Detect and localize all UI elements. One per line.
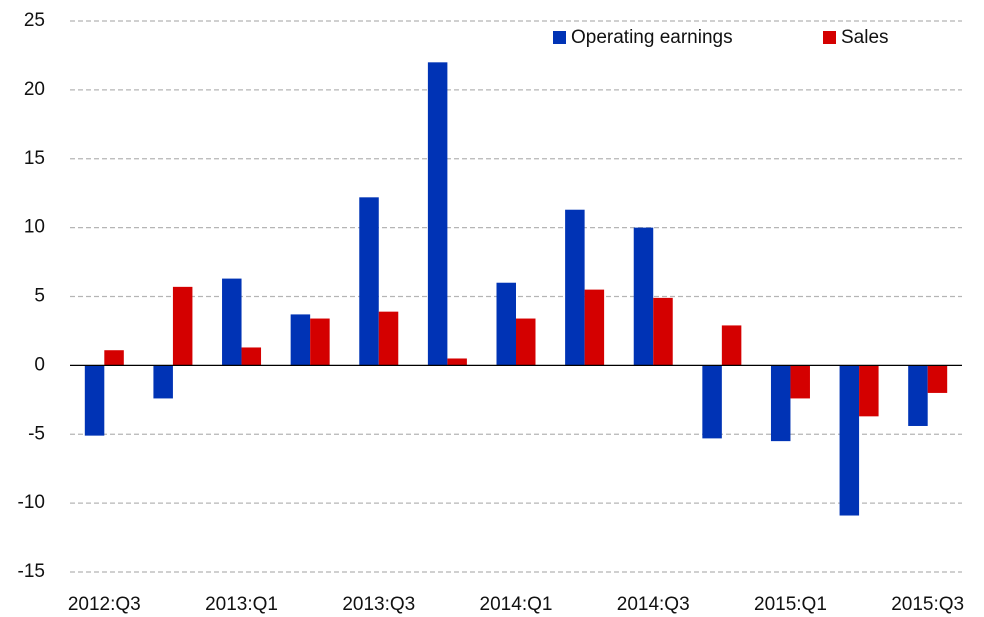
- x-tick-label: 2014:Q3: [617, 594, 690, 615]
- legend-swatch: [823, 31, 836, 44]
- bar: [172, 286, 193, 366]
- bar: [565, 209, 585, 366]
- x-tick-label: 2013:Q3: [342, 594, 415, 615]
- legend-swatch: [553, 31, 566, 44]
- bar: [427, 62, 448, 366]
- x-tick-label: 2013:Q1: [205, 594, 278, 615]
- bar: [241, 347, 262, 366]
- bar: [859, 365, 879, 417]
- x-tick-label: 2015:Q3: [891, 594, 964, 615]
- bar: [447, 358, 467, 366]
- y-tick-label: -15: [18, 561, 45, 582]
- bar: [359, 197, 379, 366]
- bar: [633, 227, 654, 366]
- y-tick-label: -5: [28, 423, 45, 444]
- bar: [496, 282, 516, 366]
- bar: [516, 318, 536, 366]
- y-tick-label: -10: [18, 492, 45, 513]
- bar: [908, 365, 928, 426]
- bar: [721, 325, 742, 366]
- bar: [839, 365, 860, 516]
- bar: [104, 350, 124, 366]
- y-tick-label: 10: [24, 217, 45, 238]
- y-tick-label: 20: [24, 79, 45, 100]
- y-tick-label: 5: [34, 286, 45, 307]
- bar: [153, 365, 173, 399]
- x-tick-label: 2014:Q1: [480, 594, 553, 615]
- bar: [790, 365, 810, 399]
- x-tick-label: 2012:Q3: [68, 594, 141, 615]
- bar: [584, 289, 605, 366]
- bar: [927, 365, 948, 393]
- bar: [770, 365, 791, 442]
- bar: [653, 297, 673, 366]
- y-tick-label: 25: [24, 10, 45, 31]
- bar: [84, 365, 105, 436]
- legend-label: Sales: [841, 27, 889, 48]
- bar: [310, 318, 330, 366]
- bar: [222, 278, 242, 366]
- y-tick-label: 15: [24, 148, 45, 169]
- legend-label: Operating earnings: [571, 27, 733, 48]
- bar: [378, 311, 399, 366]
- y-tick-label: 0: [34, 354, 45, 375]
- bar: [702, 365, 722, 439]
- bar: [290, 314, 311, 366]
- x-tick-label: 2015:Q1: [754, 594, 827, 615]
